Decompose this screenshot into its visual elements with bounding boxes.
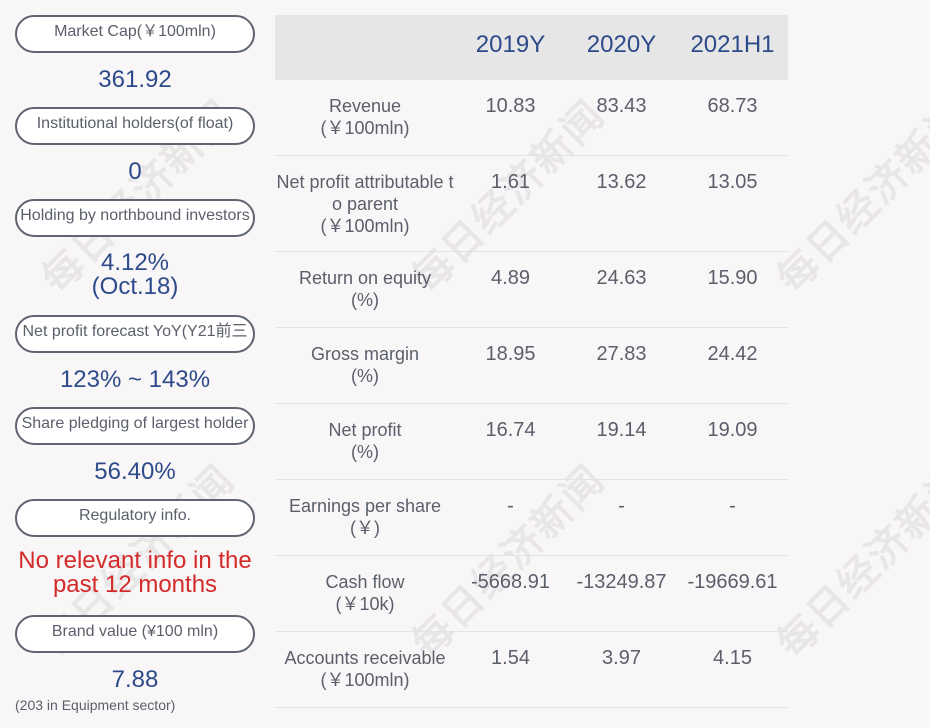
row-label-line: o parent <box>331 194 399 214</box>
column-header: 2019Y <box>475 31 546 58</box>
table-cell: 1.61 <box>491 171 530 193</box>
table-cell: 4.15 <box>713 647 752 669</box>
table-row: Accounts receivable (￥100mln) 1.54 3.97 … <box>275 632 788 708</box>
table-cell: - <box>618 495 625 517</box>
regulatory-value: No relevant info in the past 12 months <box>15 537 255 615</box>
column-header: 2021H1 <box>690 31 775 58</box>
row-label: Return on equity (%) <box>275 267 455 311</box>
column-header: 2020Y <box>586 31 657 58</box>
table-cell: -5668.91 <box>471 571 550 593</box>
table-cell: 15.90 <box>707 267 758 289</box>
row-label: Gross margin (%) <box>275 343 455 387</box>
table-cell: 10.83 <box>485 95 536 117</box>
row-label: Accounts receivable (￥100mln) <box>275 647 455 691</box>
row-label: Revenue (￥100mln) <box>275 95 455 139</box>
institutional-value: 0 <box>128 158 142 185</box>
row-label-unit: (￥100mln) <box>320 670 410 690</box>
row-label: Cash flow (￥10k) <box>275 571 455 615</box>
northbound-date: (Oct.18) <box>91 273 179 300</box>
table-cell: - <box>507 495 514 517</box>
brand-label: Brand value (¥100 mln) <box>15 615 255 653</box>
table-row: Cash flow (￥10k) -5668.91 -13249.87 -196… <box>275 556 788 632</box>
table-header: 2019Y 2020Y 2021H1 <box>275 15 788 80</box>
row-label-unit: (￥10k) <box>335 594 395 614</box>
table-row: Revenue (￥100mln) 10.83 83.43 68.73 <box>275 80 788 156</box>
pledging-value: 56.40% <box>94 458 176 485</box>
table-row: Net profit (%) 16.74 19.14 19.09 <box>275 404 788 480</box>
regulatory-line1: No relevant info in the <box>18 547 252 574</box>
row-label-line: Revenue <box>328 96 402 116</box>
forecast-value: 123% ~ 143% <box>59 366 211 393</box>
table-cell: -13249.87 <box>576 571 667 593</box>
northbound-value: 4.12% (Oct.18) <box>15 237 255 315</box>
row-label-unit: (￥) <box>350 518 380 538</box>
northbound-label: Holding by northbound investors <box>15 199 255 237</box>
row-label-unit: (%) <box>351 290 379 310</box>
table-cell: 13.62 <box>596 171 647 193</box>
table-cell: 24.63 <box>596 267 647 289</box>
table-cell: 4.89 <box>491 267 530 289</box>
forecast-label: Net profit forecast YoY(Y21前三 <box>15 315 255 353</box>
regulatory-label: Regulatory info. <box>15 499 255 537</box>
table-cell: 19.14 <box>596 419 647 441</box>
row-label-line: Accounts receivable <box>284 648 446 668</box>
pledging-label: Share pledging of largest holder <box>15 407 255 445</box>
market-cap-label: Market Cap(￥100mln) <box>15 15 255 53</box>
row-label-line: Cash flow <box>325 572 405 592</box>
table-cell: -19669.61 <box>687 571 778 593</box>
row-label-line: Net profit <box>328 420 402 440</box>
table-row: Net profit attributable t o parent (￥100… <box>275 156 788 252</box>
left-panel: Market Cap(￥100mln) 361.92 Institutional… <box>15 15 255 713</box>
table-row: Return on equity (%) 4.89 24.63 15.90 <box>275 252 788 328</box>
table-cell: 1.54 <box>491 647 530 669</box>
table-cell: 83.43 <box>596 95 647 117</box>
row-label-line: Gross margin <box>310 344 420 364</box>
table-cell: - <box>729 495 736 517</box>
brand-note: (203 in Equipment sector) <box>15 697 176 713</box>
row-label-unit: (￥100mln) <box>320 216 410 236</box>
table-cell: 3.97 <box>602 647 641 669</box>
table-cell: 18.95 <box>485 343 536 365</box>
row-label-unit: (%) <box>351 442 379 462</box>
table-cell: 19.09 <box>707 419 758 441</box>
regulatory-line2: past 12 months <box>52 571 218 598</box>
table-cell: 24.42 <box>707 343 758 365</box>
row-label-line: Net profit attributable t <box>276 172 454 192</box>
row-label-unit: (￥100mln) <box>320 118 410 138</box>
table-cell: 27.83 <box>596 343 647 365</box>
row-label-line: Return on equity <box>298 268 432 288</box>
table-row: Earnings per share (￥) - - - <box>275 480 788 556</box>
brand-value: 7.88 <box>111 666 159 693</box>
table-row: Gross margin (%) 18.95 27.83 24.42 <box>275 328 788 404</box>
table-cell: 13.05 <box>707 171 758 193</box>
financial-table: 2019Y 2020Y 2021H1 Revenue (￥100mln) 10.… <box>275 15 788 708</box>
row-label: Net profit (%) <box>275 419 455 463</box>
row-label: Earnings per share (￥) <box>275 495 455 539</box>
table-cell: 16.74 <box>485 419 536 441</box>
market-cap-value: 361.92 <box>98 66 172 93</box>
table-cell: 68.73 <box>707 95 758 117</box>
row-label-unit: (%) <box>351 366 379 386</box>
row-label: Net profit attributable t o parent (￥100… <box>275 171 455 237</box>
institutional-label: Institutional holders(of float) <box>15 107 255 145</box>
northbound-percent: 4.12% <box>100 249 170 276</box>
row-label-line: Earnings per share <box>288 496 442 516</box>
